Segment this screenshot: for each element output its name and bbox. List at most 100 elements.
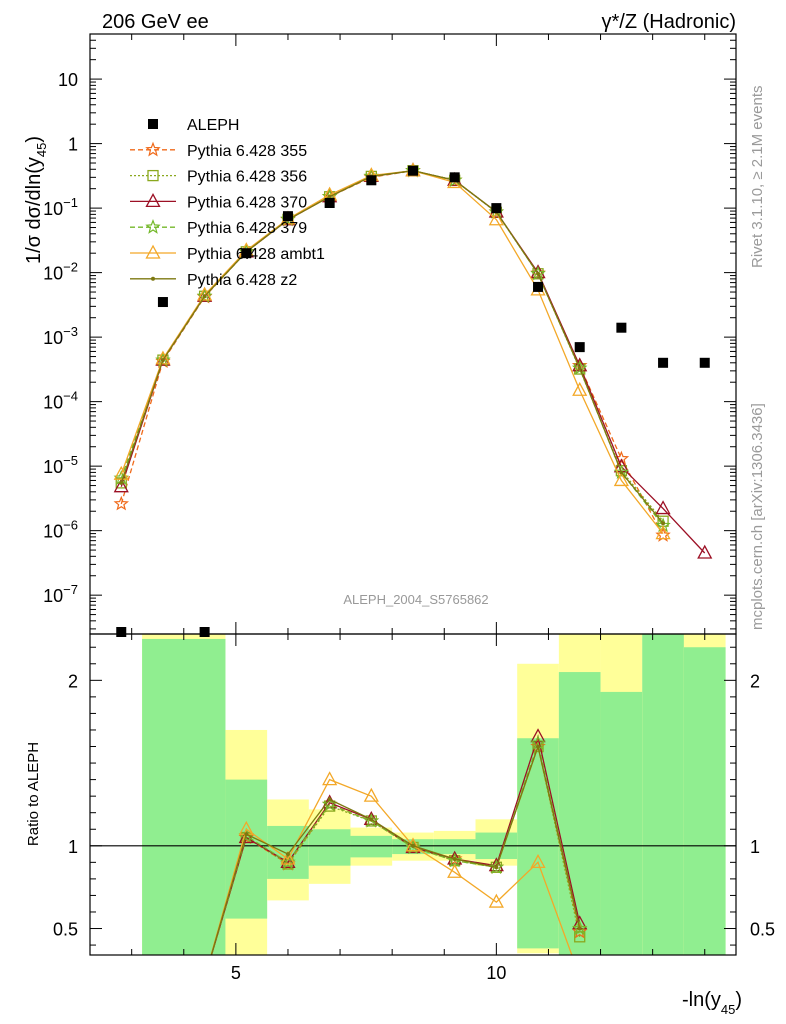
aleph-point-6 [366,175,377,186]
main-point-s4-13 [655,525,671,540]
svg-text:1/σ dσ/dln(y45): 1/σ dσ/dln(y45) [23,136,49,264]
ratio-point-s5-5 [411,843,415,848]
ratio-point-s5-4 [369,817,374,822]
x-axis-label: -ln(y45) [682,989,742,1017]
header-left-title: 206 GeV ee [102,11,209,33]
legend: ALEPH Pythia 6.428 355 Pythia 6.428 356 Pyt… [130,117,325,289]
main-point-s5-1 [160,358,165,363]
band-inner-5 [350,835,393,858]
main-point-s2-14 [697,544,713,559]
aleph-point-8 [449,172,460,183]
ratio-y-label-right-2: 2 [750,671,760,691]
legend-label-1: Pythia 6.428 356 [187,169,307,186]
aleph-point-3 [241,248,252,259]
legend-marker-aleph [148,119,158,129]
ratio-point-s3-6 [446,852,463,868]
band-inner-4 [308,829,351,866]
ratio-point-s4-4 [363,787,379,802]
y-tick-label-10^-1: 10−1 [43,195,78,219]
main-point-s4-2 [197,286,213,301]
ratio-point-s5-9 [577,926,582,931]
main-point-s3-11 [571,360,588,375]
band-inner-2 [225,779,268,919]
main-point-s3-2 [196,288,213,303]
aleph-point-7 [408,165,418,176]
ratio-y-label-right-1: 1 [750,837,760,857]
aleph-point-1 [157,297,168,308]
ratio-point-s5-7 [494,865,499,870]
main-point-s2-13 [655,500,671,515]
aleph-point-10 [533,281,544,292]
main-point-s3-10 [530,265,546,281]
main-point-s4-9 [488,211,504,226]
ratio-point-s5-8 [536,744,541,749]
main-point-s5-2 [202,294,207,299]
x-tick-label-10: 10 [486,963,506,983]
main-point-s4-11 [572,381,588,396]
y-tick-label-10: 10 [58,70,78,90]
ratio-point-s5-3 [327,797,332,802]
band-inner-1 [142,638,226,955]
y-tick-label-10^-2: 10−2 [43,260,78,284]
ratio-point-s3-4 [363,812,380,828]
main-point-s3-1 [155,351,171,367]
y-tick-label-10^-6: 10−6 [43,518,78,542]
aleph-point-11 [574,342,585,353]
ratio-point-s4-2 [280,850,296,865]
main-series [113,162,713,637]
band-inner-9 [517,738,559,949]
legend-marker-3 [145,219,161,234]
main-point-s3-13 [655,517,671,533]
aleph-point-4 [282,211,293,222]
ratio-point-s2-2 [280,853,296,868]
ratio-point-s3-7 [488,859,505,874]
rivet-label: Rivet 3.1.10, ≥ 2.1M events [749,86,766,269]
legend-marker-5 [151,276,155,281]
main-point-s5-5 [327,194,332,199]
band-inner-12 [642,634,684,955]
legend-marker-0 [145,141,161,157]
header-right-title: γ*/Z (Hadronic) [602,11,736,33]
legend-label-4: Pythia 6.428 ambt1 [187,246,325,263]
legend-label-0: Pythia 6.428 355 [187,143,307,160]
ratio-point-s5-6 [452,857,457,862]
ratio-y-label-right-0.5: 0.5 [750,920,775,940]
y-tick-label-10^-7: 10−7 [43,582,78,606]
ratio-y-label-left-1: 1 [68,837,78,857]
main-point-s5-11 [577,366,582,371]
aleph-point-9 [491,203,502,214]
ratio-uncertainty-bands [90,634,736,955]
band-inner-7 [433,839,476,855]
y-axis-label-main: 1/σ dσ/dln(y45) [23,136,49,264]
ratio-point-s5-1 [244,832,249,837]
ratio-frame [89,633,737,956]
legend-label-2: Pythia 6.428 370 [187,194,307,211]
aleph-point-2 [199,627,210,637]
band-inner-10 [558,672,601,955]
legend-marker-4 [145,244,161,259]
ratio-y-label-left-0.5: 0.5 [53,920,78,940]
aleph-point-5 [324,197,335,208]
x-tick-label-5: 5 [231,963,241,983]
legend-label-aleph: ALEPH [187,117,239,134]
ratio-point-s4-5 [405,837,421,852]
ratio-point-s3-9 [571,920,588,936]
ratio-series [210,728,588,955]
legend-label-3: Pythia 6.428 379 [187,220,307,237]
ratio-y-label-left-2: 2 [68,671,78,691]
main-point-s2-0 [113,478,129,493]
main-point-s4-1 [155,350,171,365]
ratio-point-s4-8 [530,853,546,868]
main-point-s5-0 [119,480,124,485]
y-tick-label-1: 1 [68,135,78,155]
band-inner-11 [600,691,643,955]
ratio-point-s5-2 [285,852,290,857]
legend-marker-1 [147,169,159,182]
watermark: ALEPH_2004_S5765862 [343,592,488,607]
legend-label-5: Pythia 6.428 z2 [187,272,297,289]
legend-marker-2 [145,193,161,208]
main-point-s0-0 [113,495,129,511]
aleph-point-13 [658,357,669,368]
ratio-point-s4-3 [322,771,338,786]
y-tick-label-10^-5: 10−5 [43,453,78,477]
